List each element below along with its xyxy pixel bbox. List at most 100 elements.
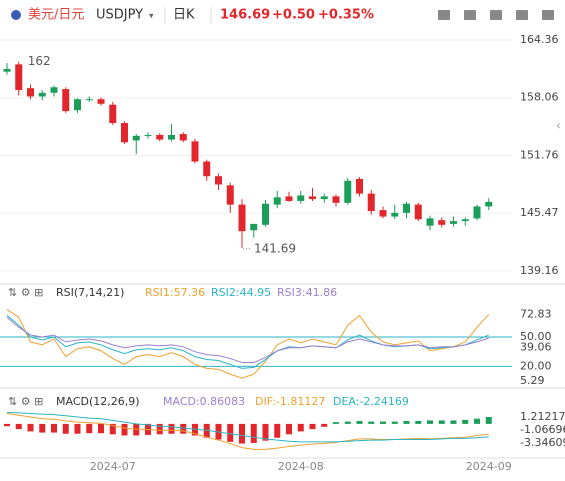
candle-body <box>403 203 410 213</box>
panel-icon[interactable]: ⇅ ⚙ ⊞ <box>8 286 43 299</box>
candle-body <box>250 223 258 231</box>
macd-bar <box>133 423 140 436</box>
y-tick-label: 1.21217 <box>520 410 565 423</box>
candle-body <box>27 88 34 97</box>
candle-body <box>144 134 152 136</box>
candle-body <box>156 134 164 140</box>
macd-bar <box>39 423 46 433</box>
indicator-line <box>6 411 489 443</box>
candle-body <box>3 68 11 72</box>
candle-body <box>356 178 363 194</box>
candle-body <box>168 134 175 140</box>
x-tick-label: 2024-08 <box>278 460 324 473</box>
candle-body <box>50 87 58 93</box>
candle-body <box>438 220 446 225</box>
period[interactable]: 日K <box>173 8 195 23</box>
y-tick-label: 20.00 <box>520 359 552 372</box>
macd-bar <box>333 422 339 424</box>
y-tick-label: 50.00 <box>520 330 552 343</box>
candle-body <box>203 161 211 177</box>
candle-body <box>485 201 493 207</box>
indicator-line <box>6 317 489 363</box>
candle-body <box>38 92 46 97</box>
candle-body <box>379 210 387 217</box>
indicator-line <box>6 309 490 379</box>
macd-bar <box>262 423 269 441</box>
macd-bar <box>321 423 328 427</box>
macd-bar <box>286 423 292 435</box>
panel-icon[interactable]: ⇅ ⚙ ⊞ <box>8 395 43 408</box>
toolbar-icon[interactable] <box>516 10 528 20</box>
candle-body <box>262 203 269 225</box>
y-tick-label: 72.83 <box>520 308 552 321</box>
collapse-arrow[interactable]: ‹ <box>556 119 561 133</box>
candle-body <box>191 141 199 162</box>
instrument-name[interactable]: 美元/日元 <box>28 8 84 23</box>
macd-bar <box>403 421 410 424</box>
macd-bar <box>462 419 469 424</box>
toolbar-icon[interactable] <box>490 10 502 20</box>
y-tick-label: 139.16 <box>520 264 559 277</box>
candle-body <box>461 219 469 222</box>
candle-body <box>309 196 316 200</box>
candle-body <box>473 206 481 219</box>
macd-bar <box>344 421 351 424</box>
candle-body <box>450 221 457 224</box>
macd-bar <box>156 423 163 435</box>
candle-body <box>238 204 246 232</box>
y-tick-label: 151.76 <box>520 148 559 161</box>
symbol[interactable]: USDJPY <box>96 8 143 23</box>
macd-bar <box>27 423 34 432</box>
price: 146.69 <box>220 8 270 23</box>
macd-bar <box>239 423 245 444</box>
x-tick-label: 2024-09 <box>466 460 512 473</box>
toolbar-icon[interactable] <box>542 10 554 20</box>
macd-bar <box>380 421 386 424</box>
macd-bar <box>368 421 375 424</box>
candle-body <box>215 176 222 185</box>
candle-body <box>297 195 305 201</box>
macd-bar <box>474 418 480 424</box>
flag-icon <box>11 10 21 20</box>
macd-bar <box>391 421 398 424</box>
candle-body <box>320 196 328 200</box>
candle-body <box>109 104 117 124</box>
macd-bar <box>309 423 316 430</box>
dropdown-arrow[interactable]: ▾ <box>149 12 154 22</box>
candle-body <box>132 135 140 141</box>
indicator-line <box>6 413 489 450</box>
legend-entry: MACD:0.86083 <box>163 395 245 408</box>
macd-bar <box>356 421 363 424</box>
candle-body <box>414 204 422 220</box>
toolbar-icon[interactable] <box>438 10 450 20</box>
macd-bar <box>109 423 116 435</box>
candle-body <box>332 196 340 203</box>
macd-bar <box>4 423 10 427</box>
macd-bar <box>274 423 281 438</box>
candle-body <box>344 180 352 203</box>
macd-bar <box>15 423 22 430</box>
legend-entry: DIF:-1.81127 <box>255 395 325 408</box>
macd-bar <box>227 423 234 442</box>
macd-bar <box>98 423 104 434</box>
candle-body <box>85 99 93 101</box>
low-annotation: 141.69 <box>254 241 296 255</box>
panel-title: RSI(7,14,21) <box>56 286 124 299</box>
macd-bar <box>485 416 492 424</box>
candle-body <box>391 212 399 217</box>
legend-entry: RSI1:57.36 <box>145 286 205 299</box>
legend-entry: DEA:-2.24169 <box>333 395 409 408</box>
x-tick-label: 2024-07 <box>90 460 136 473</box>
toolbar-icon[interactable] <box>464 10 476 20</box>
y-tick-label: 5.29 <box>520 374 545 387</box>
candle-body <box>121 123 128 143</box>
legend-entry: RSI3:41.86 <box>277 286 337 299</box>
macd-bar <box>438 420 445 424</box>
y-tick-label: 164.36 <box>520 33 559 46</box>
candle-body <box>367 193 375 212</box>
y-tick-label: -3.34609 <box>520 436 565 449</box>
macd-bar <box>415 421 422 424</box>
macd-bar <box>86 423 93 434</box>
